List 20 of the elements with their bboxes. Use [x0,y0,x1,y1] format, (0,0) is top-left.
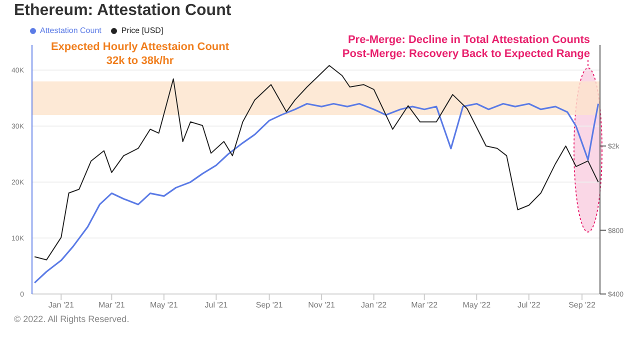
x-tick-label: Jul '22 [517,300,541,310]
x-tick-label: Sep '22 [568,300,596,310]
chart-title: Ethereum: Attestation Count [14,2,232,20]
x-tick-label: Jan '22 [361,300,388,310]
text: © 2022. All Rights Reserved. [14,314,130,324]
x-tick-label: Nov '21 [308,300,336,310]
x-tick-label: Jan '21 [48,300,74,310]
line-series [34,65,599,260]
annotation: Expected Hourly Attestaion Count [50,41,230,53]
x-tick-label: May '22 [462,300,492,310]
x-tick-label: Mar '22 [411,300,438,310]
annotation: 32k to 38k/hr [105,55,175,67]
legend-label: Price [USD] [121,26,164,35]
x-tick-label: May '21 [150,300,178,310]
annotation: Post-Merge: Recovery Back to Expected Range [341,48,590,60]
x-tick-label: Mar '21 [98,300,126,310]
x-tick-label: Jul '21 [204,300,228,310]
annotation: Pre-Merge: Decline in Total Attestation Counts [346,34,590,46]
x-tick-label: Sep '21 [256,300,284,310]
legend-label: Attestation Count [40,26,102,35]
